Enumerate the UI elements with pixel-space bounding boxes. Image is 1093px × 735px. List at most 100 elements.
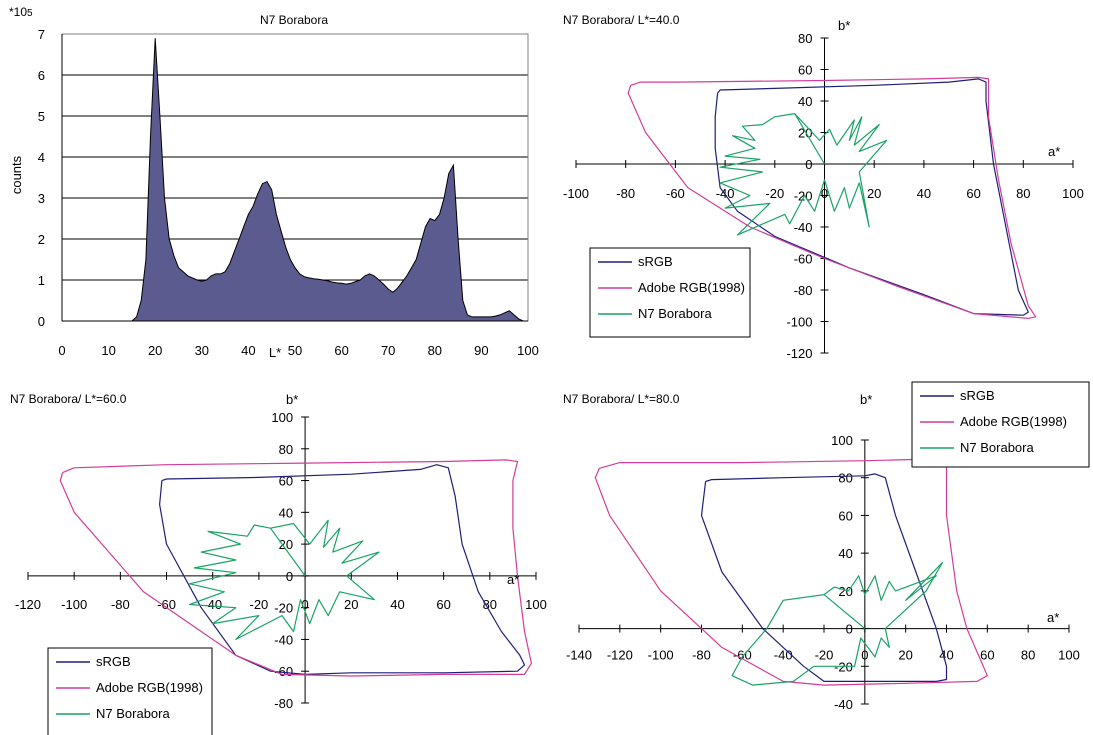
- legend-label: Adobe RGB(1998): [638, 280, 745, 295]
- legend-label: N7 Borabora: [96, 706, 170, 721]
- x-axis-label: L*: [269, 345, 281, 360]
- y-tick-label: 6: [38, 68, 45, 83]
- y-tick-label: 3: [38, 191, 45, 206]
- chart-title: N7 Borabora: [260, 13, 328, 27]
- b-tick-label: 40: [838, 546, 852, 561]
- b-tick-label: 0: [286, 569, 293, 584]
- y-multiplier-exponent: 5: [27, 8, 33, 19]
- a-tick-label: 100: [1058, 648, 1080, 663]
- x-tick-label: 70: [381, 343, 395, 358]
- y-tick-label: 1: [38, 273, 45, 288]
- chart-title: N7 Borabora/ L*=60.0: [10, 392, 127, 406]
- y-tick-label: 0: [38, 314, 45, 329]
- gamut-chart-l60: -120 -100 -80 -60 -40 -20 0 20 40 60 80 100 -80 -60 -4…: [10, 392, 547, 735]
- b-axis-label: b*: [860, 392, 872, 407]
- y-multiplier-label: *105: [9, 5, 33, 19]
- a-axis-label: a*: [507, 572, 519, 587]
- a-tick-label: 20: [867, 186, 881, 201]
- b-tick-label: 0: [805, 157, 812, 172]
- a-tick-label: -100: [563, 186, 589, 201]
- x-tick-label: 80: [428, 343, 442, 358]
- chart-title: N7 Borabora/ L*=40.0: [563, 13, 680, 27]
- x-tick-label: 20: [148, 343, 162, 358]
- b-tick-label: 60: [838, 508, 852, 523]
- b-tick-label: 100: [831, 433, 853, 448]
- y-tick-label: 4: [38, 150, 45, 165]
- a-tick-label: -80: [692, 648, 711, 663]
- legend-label: N7 Borabora: [638, 306, 712, 321]
- a-tick-label: -40: [203, 597, 222, 612]
- b-axis-label: b*: [286, 392, 298, 407]
- series-n7-borabora: [719, 112, 888, 236]
- a-tick-label: 40: [390, 597, 404, 612]
- series-adobe-rgb-1998-: [594, 458, 988, 686]
- x-tick-label: 90: [474, 343, 488, 358]
- b-tick-label: 20: [279, 537, 293, 552]
- a-tick-label: 60: [966, 186, 980, 201]
- a-tick-label: 20: [344, 597, 358, 612]
- legend-label: Adobe RGB(1998): [960, 414, 1067, 429]
- b-tick-label: 100: [271, 410, 293, 425]
- b-tick-label: -60: [274, 664, 293, 679]
- b-axis-label: b*: [838, 18, 850, 33]
- legend-label: Adobe RGB(1998): [96, 680, 203, 695]
- a-tick-label: -100: [648, 648, 674, 663]
- a-tick-label: -80: [111, 597, 130, 612]
- b-tick-label: -20: [274, 601, 293, 616]
- a-tick-label: -140: [566, 648, 592, 663]
- b-tick-label: -20: [794, 189, 813, 204]
- a-tick-label: -80: [616, 186, 635, 201]
- gamut-chart-l80: -140 -120 -100 -80 -60 -40 -20 0 20 40 60 80 100-40-…: [563, 381, 1090, 712]
- y-tick-label: 2: [38, 232, 45, 247]
- b-tick-label: 60: [279, 474, 293, 489]
- gamut-chart-l40: -100 -80 -60 -40 -20 0 20 40 60 80 100 -120 -100 -80 -…: [563, 13, 1084, 361]
- a-tick-label: -60: [666, 186, 685, 201]
- legend-label: sRGB: [960, 388, 995, 403]
- series-srgb: [700, 473, 948, 683]
- series-srgb: [714, 78, 1029, 316]
- x-tick-label: 10: [101, 343, 115, 358]
- series-adobe-rgb-1998-: [59, 459, 533, 677]
- legend-box: [589, 247, 751, 338]
- x-tick-label: 30: [195, 343, 209, 358]
- a-tick-label: 60: [980, 648, 994, 663]
- histogram-area: [62, 38, 528, 322]
- a-tick-label: 80: [1016, 186, 1030, 201]
- series-srgb: [159, 464, 526, 676]
- b-tick-label: -60: [794, 252, 813, 267]
- y-tick-label: 7: [38, 27, 45, 42]
- x-tick-label: 0: [58, 343, 65, 358]
- b-tick-label: 0: [846, 622, 853, 637]
- series-n7-borabora: [189, 519, 380, 641]
- a-tick-label: 100: [525, 597, 547, 612]
- chart-title: N7 Borabora/ L*=80.0: [563, 392, 680, 406]
- x-tick-label: 60: [334, 343, 348, 358]
- a-tick-label: 100: [1062, 186, 1084, 201]
- y-tick-label: 5: [38, 109, 45, 124]
- b-tick-label: 20: [798, 126, 812, 141]
- a-tick-label: 80: [483, 597, 497, 612]
- b-tick-label: 60: [798, 63, 812, 78]
- x-tick-label: 50: [288, 343, 302, 358]
- b-tick-label: 40: [798, 94, 812, 109]
- a-tick-label: 80: [1021, 648, 1035, 663]
- a-tick-label: -60: [157, 597, 176, 612]
- a-tick-label: -20: [765, 186, 784, 201]
- a-tick-label: 20: [898, 648, 912, 663]
- a-tick-label: -120: [607, 648, 633, 663]
- a-tick-label: 0: [821, 186, 828, 201]
- series-n7-borabora: [731, 561, 944, 686]
- legend-label: sRGB: [96, 654, 131, 669]
- a-tick-label: -40: [774, 648, 793, 663]
- x-tick-label: 100: [517, 343, 539, 358]
- b-tick-label: -80: [794, 283, 813, 298]
- b-tick-label: -40: [274, 632, 293, 647]
- a-tick-label: -20: [815, 648, 834, 663]
- a-tick-label: 0: [861, 648, 868, 663]
- b-tick-label: 80: [798, 31, 812, 46]
- a-tick-label: 40: [917, 186, 931, 201]
- b-tick-label: 80: [838, 471, 852, 486]
- b-tick-label: -120: [786, 346, 812, 361]
